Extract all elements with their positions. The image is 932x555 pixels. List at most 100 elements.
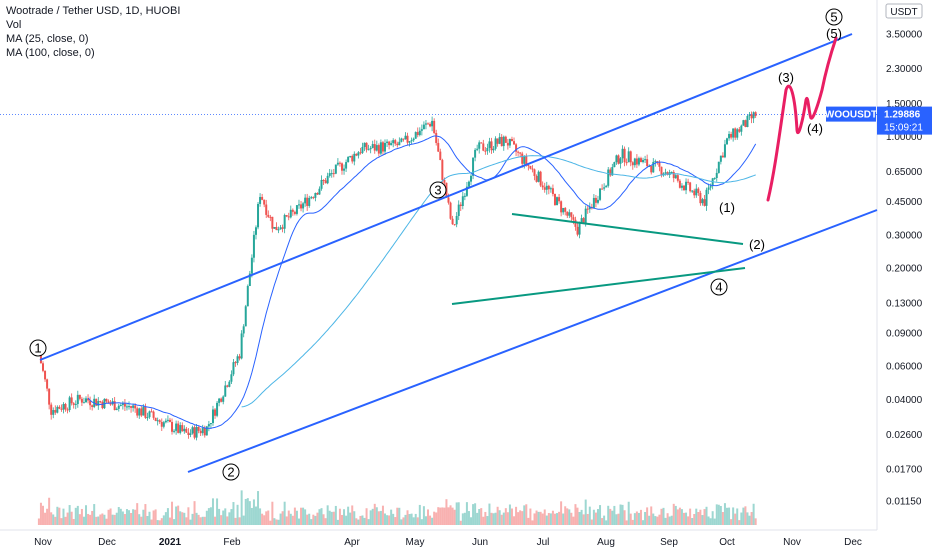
candle-body: [158, 420, 161, 422]
volume-bar: [154, 509, 157, 525]
volume-bar: [521, 511, 524, 525]
candle-body: [394, 140, 397, 144]
legend-ma25[interactable]: MA (25, close, 0): [6, 33, 89, 45]
volume-bar: [224, 508, 227, 525]
volume-bar: [551, 510, 554, 525]
candle-body: [713, 177, 716, 179]
volume-bar: [318, 509, 321, 525]
price-tick-label: 0.45000: [886, 197, 923, 208]
volume-bar: [295, 510, 298, 525]
candle-body: [148, 411, 151, 418]
candle-body: [121, 403, 124, 405]
candle-body: [429, 123, 432, 127]
candle-body: [742, 120, 745, 126]
candle-body: [472, 157, 475, 176]
volume-bar: [496, 506, 499, 525]
ma100-line: [241, 155, 756, 408]
candle-body: [723, 144, 726, 158]
candle-body: [150, 411, 153, 413]
time-tick-label: Oct: [719, 537, 735, 548]
volume-bar: [351, 505, 354, 525]
volume-bar: [728, 507, 731, 525]
volume-bar: [508, 504, 511, 525]
volume-bar: [128, 510, 131, 525]
ma25-line: [87, 135, 757, 429]
candle-body: [97, 401, 100, 406]
legend-title[interactable]: Wootrade / Tether USD, 1D, HUOBI: [6, 5, 181, 17]
volume-bar: [226, 516, 229, 525]
candle-body: [314, 193, 317, 198]
volume-bar: [39, 502, 42, 525]
candle-body: [267, 214, 270, 217]
price-tick-label: 0.04000: [886, 395, 923, 406]
candle-body: [300, 204, 303, 209]
candle-body: [553, 194, 556, 206]
candle-body: [54, 410, 57, 413]
candle-body: [476, 148, 479, 150]
time-tick-label: 2021: [159, 537, 182, 548]
volume-bar: [386, 515, 389, 525]
volume-bar: [177, 505, 180, 525]
volume-bar: [480, 508, 483, 525]
volume-bar: [347, 506, 350, 525]
candle-body: [44, 370, 47, 380]
candle-body: [474, 149, 477, 158]
candle-body: [52, 410, 55, 415]
candle-body: [533, 169, 536, 177]
candle-body: [130, 406, 133, 408]
candle-body: [392, 140, 395, 144]
candle-body: [586, 208, 589, 210]
legend-vol[interactable]: Vol: [6, 19, 22, 31]
volume-bar: [82, 516, 85, 525]
volume-bar: [66, 512, 69, 525]
candle-body: [529, 165, 532, 169]
volume-bar: [662, 507, 665, 525]
volume-bar: [424, 516, 427, 525]
volume-bar: [246, 498, 249, 525]
volume-bar: [472, 504, 475, 525]
candle-body: [39, 353, 42, 364]
candle-body: [680, 185, 683, 188]
candle-body: [230, 374, 233, 382]
candle-body: [283, 215, 286, 229]
volume-bar: [355, 518, 358, 525]
candle-body: [644, 159, 647, 161]
volume-bar: [132, 509, 135, 525]
volume-bar: [263, 515, 266, 525]
candle-body: [414, 132, 417, 139]
volume-bar: [375, 507, 378, 525]
candle-body: [89, 400, 92, 406]
volume-bar: [44, 512, 47, 525]
triangle-lower-line: [451, 267, 746, 305]
candle-body: [500, 136, 503, 147]
volume-bar: [726, 507, 728, 525]
volume-bar: [78, 514, 81, 525]
legend-ma100[interactable]: MA (100, close, 0): [6, 47, 95, 59]
candle-body: [541, 185, 544, 188]
candle-body: [478, 142, 481, 149]
volume-bar: [445, 499, 448, 525]
candle-body: [160, 421, 163, 427]
wave-label-1: 1: [34, 341, 41, 356]
candle-body: [68, 397, 71, 411]
volume-bar: [447, 507, 450, 525]
candle-body: [244, 306, 247, 327]
candle-body: [506, 142, 509, 146]
time-tick-label: May: [406, 537, 425, 548]
volume-bar: [660, 508, 663, 525]
volume-bar: [465, 502, 468, 525]
wave-label-2: 2: [227, 465, 234, 480]
candle-body: [46, 379, 49, 389]
volume-bar: [37, 518, 40, 525]
candle-body: [449, 202, 452, 219]
volume-bar: [492, 513, 495, 525]
volume-bar: [142, 509, 145, 525]
candle-body: [154, 417, 157, 421]
volume-bar: [285, 516, 288, 525]
candle-body: [543, 187, 546, 190]
volume-bar: [193, 501, 196, 525]
candle-body: [261, 196, 264, 200]
candle-body: [388, 141, 391, 146]
